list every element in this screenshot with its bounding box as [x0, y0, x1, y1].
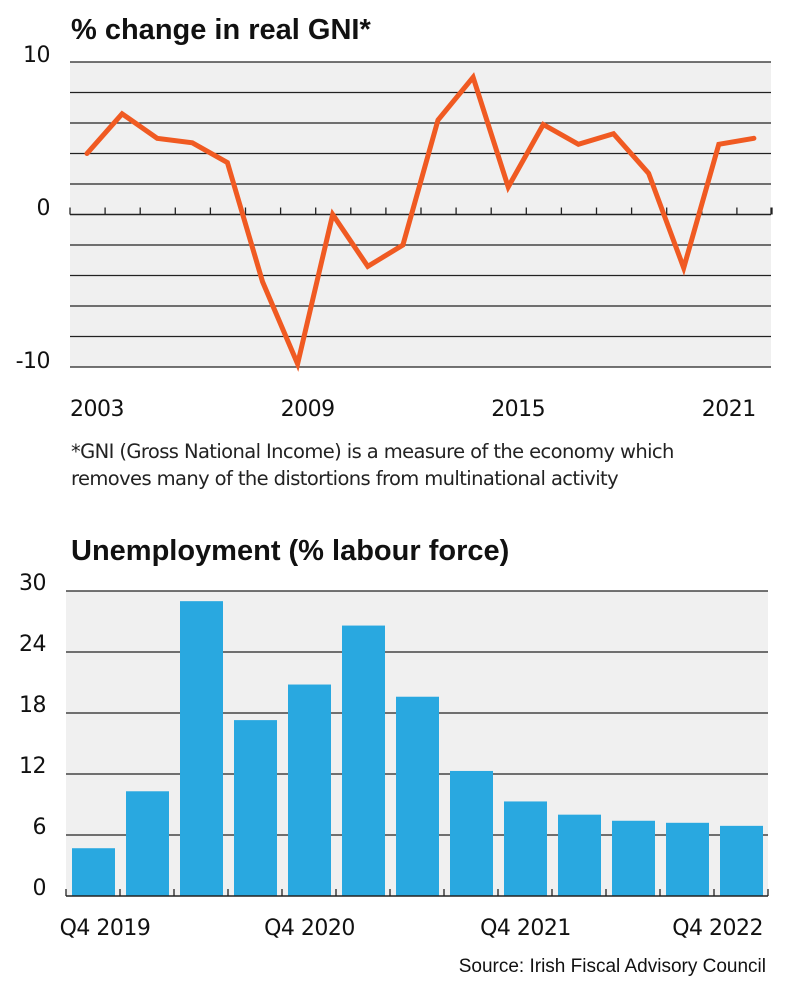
gni-footnote: *GNI (Gross National Income) is a measur… — [71, 438, 674, 492]
footnote-line-2: removes many of the distortions from mul… — [71, 467, 619, 490]
x-tick-label: 2009 — [281, 397, 335, 422]
y-tick-label: 30 — [19, 571, 46, 596]
x-tick-label: Q4 2020 — [264, 916, 355, 941]
y-tick-label: 24 — [19, 632, 46, 657]
x-tick-label: 2015 — [491, 397, 545, 422]
y-tick-label: 18 — [19, 693, 46, 718]
x-tick-label: Q4 2022 — [672, 916, 763, 941]
unemployment-bar — [450, 770, 493, 896]
x-tick-label: Q4 2019 — [60, 916, 151, 941]
unemployment-bar — [126, 791, 169, 896]
y-tick-label: -10 — [16, 349, 50, 374]
unemployment-bar — [180, 601, 223, 896]
gni-line-chart: -10 0 10 2003 2009 2015 2021 — [16, 43, 773, 422]
y-tick-label: 6 — [33, 815, 47, 840]
y-tick-label: 0 — [37, 196, 51, 221]
y-tick-label: 0 — [33, 876, 47, 901]
unemployment-bar — [504, 801, 547, 896]
x-tick-label: 2003 — [70, 397, 124, 422]
unemployment-bar — [342, 625, 385, 896]
footnote-line-1: *GNI (Gross National Income) is a measur… — [71, 440, 674, 463]
unemployment-bar — [558, 814, 601, 896]
gni-chart-title: % change in real GNI* — [71, 14, 371, 46]
unemployment-bar — [666, 822, 709, 896]
y-tick-label: 10 — [23, 43, 50, 68]
unemployment-bar — [234, 720, 277, 896]
unemployment-bar — [720, 825, 763, 896]
y-tick-label: 12 — [19, 754, 46, 779]
x-tick-label: Q4 2021 — [480, 916, 571, 941]
unemployment-bar — [288, 684, 331, 896]
x-tick-label: 2021 — [702, 397, 756, 422]
source-note: Source: Irish Fiscal Advisory Council — [458, 956, 766, 977]
gni-series-line — [84, 72, 757, 372]
unemployment-bar — [396, 696, 439, 896]
unemployment-bar — [72, 848, 115, 896]
unemployment-chart-title: Unemployment (% labour force) — [71, 535, 510, 567]
unemployment-bar — [612, 820, 655, 896]
